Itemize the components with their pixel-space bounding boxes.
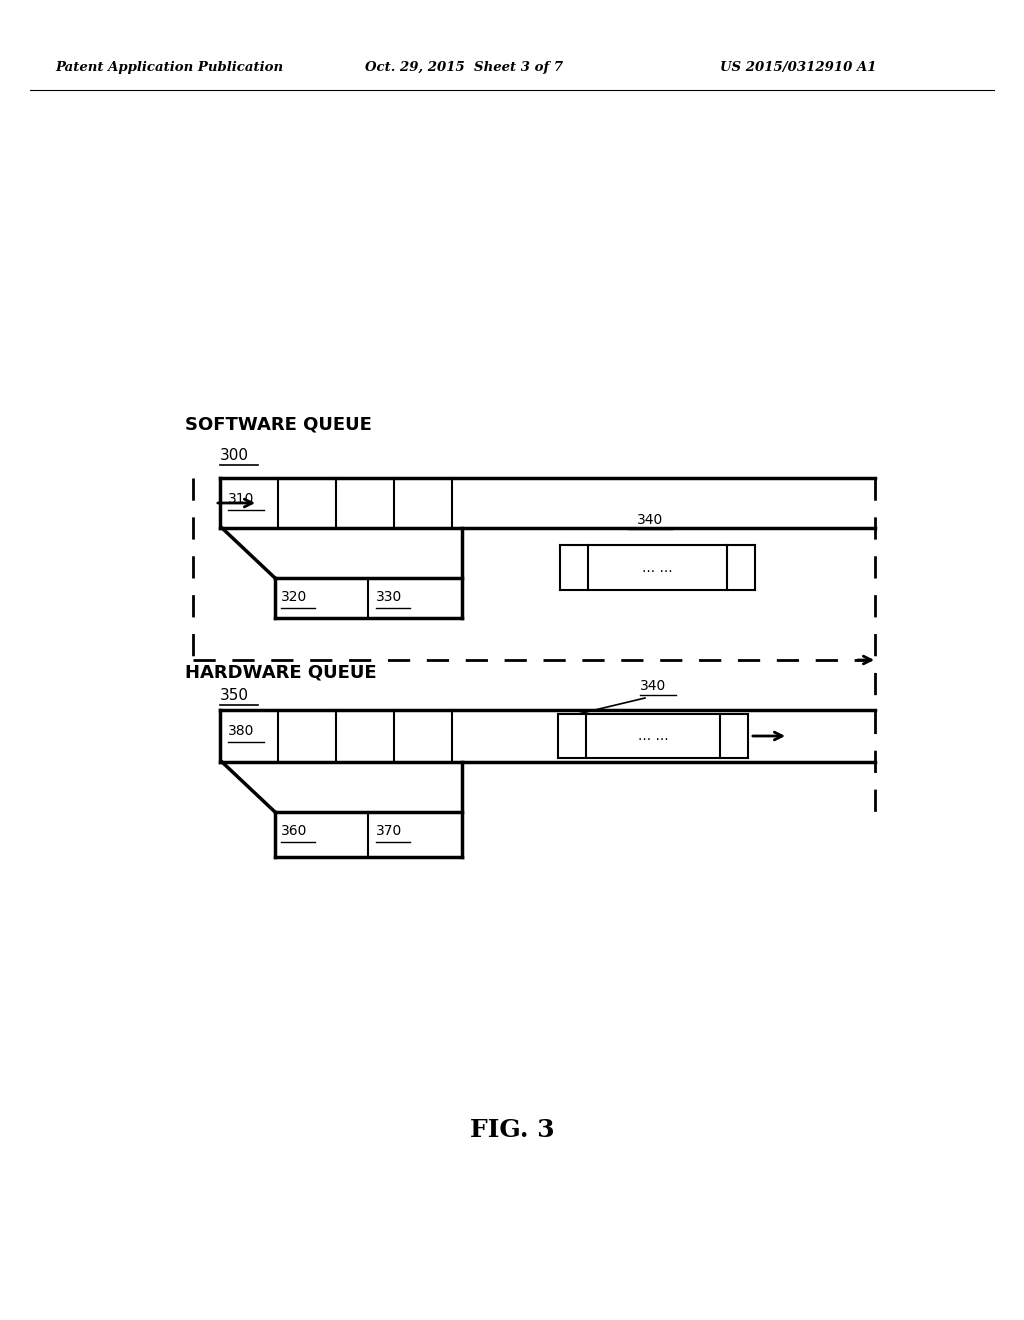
Text: ... ...: ... ... — [638, 729, 669, 743]
Text: US 2015/0312910 A1: US 2015/0312910 A1 — [720, 62, 877, 74]
Text: 340: 340 — [640, 678, 667, 693]
Text: HARDWARE QUEUE: HARDWARE QUEUE — [185, 664, 377, 682]
Text: Oct. 29, 2015  Sheet 3 of 7: Oct. 29, 2015 Sheet 3 of 7 — [365, 62, 563, 74]
Text: ... ...: ... ... — [642, 561, 673, 574]
Text: 360: 360 — [281, 824, 307, 838]
Text: Patent Application Publication: Patent Application Publication — [55, 62, 283, 74]
Text: 300: 300 — [220, 447, 249, 462]
Text: SOFTWARE QUEUE: SOFTWARE QUEUE — [185, 416, 372, 434]
Text: 330: 330 — [376, 590, 402, 605]
Text: 370: 370 — [376, 824, 402, 838]
Text: 320: 320 — [281, 590, 307, 605]
Text: 380: 380 — [228, 723, 254, 738]
Text: 350: 350 — [220, 688, 249, 702]
Text: FIG. 3: FIG. 3 — [470, 1118, 554, 1142]
Text: 340: 340 — [637, 513, 664, 527]
Text: 310: 310 — [228, 492, 254, 506]
